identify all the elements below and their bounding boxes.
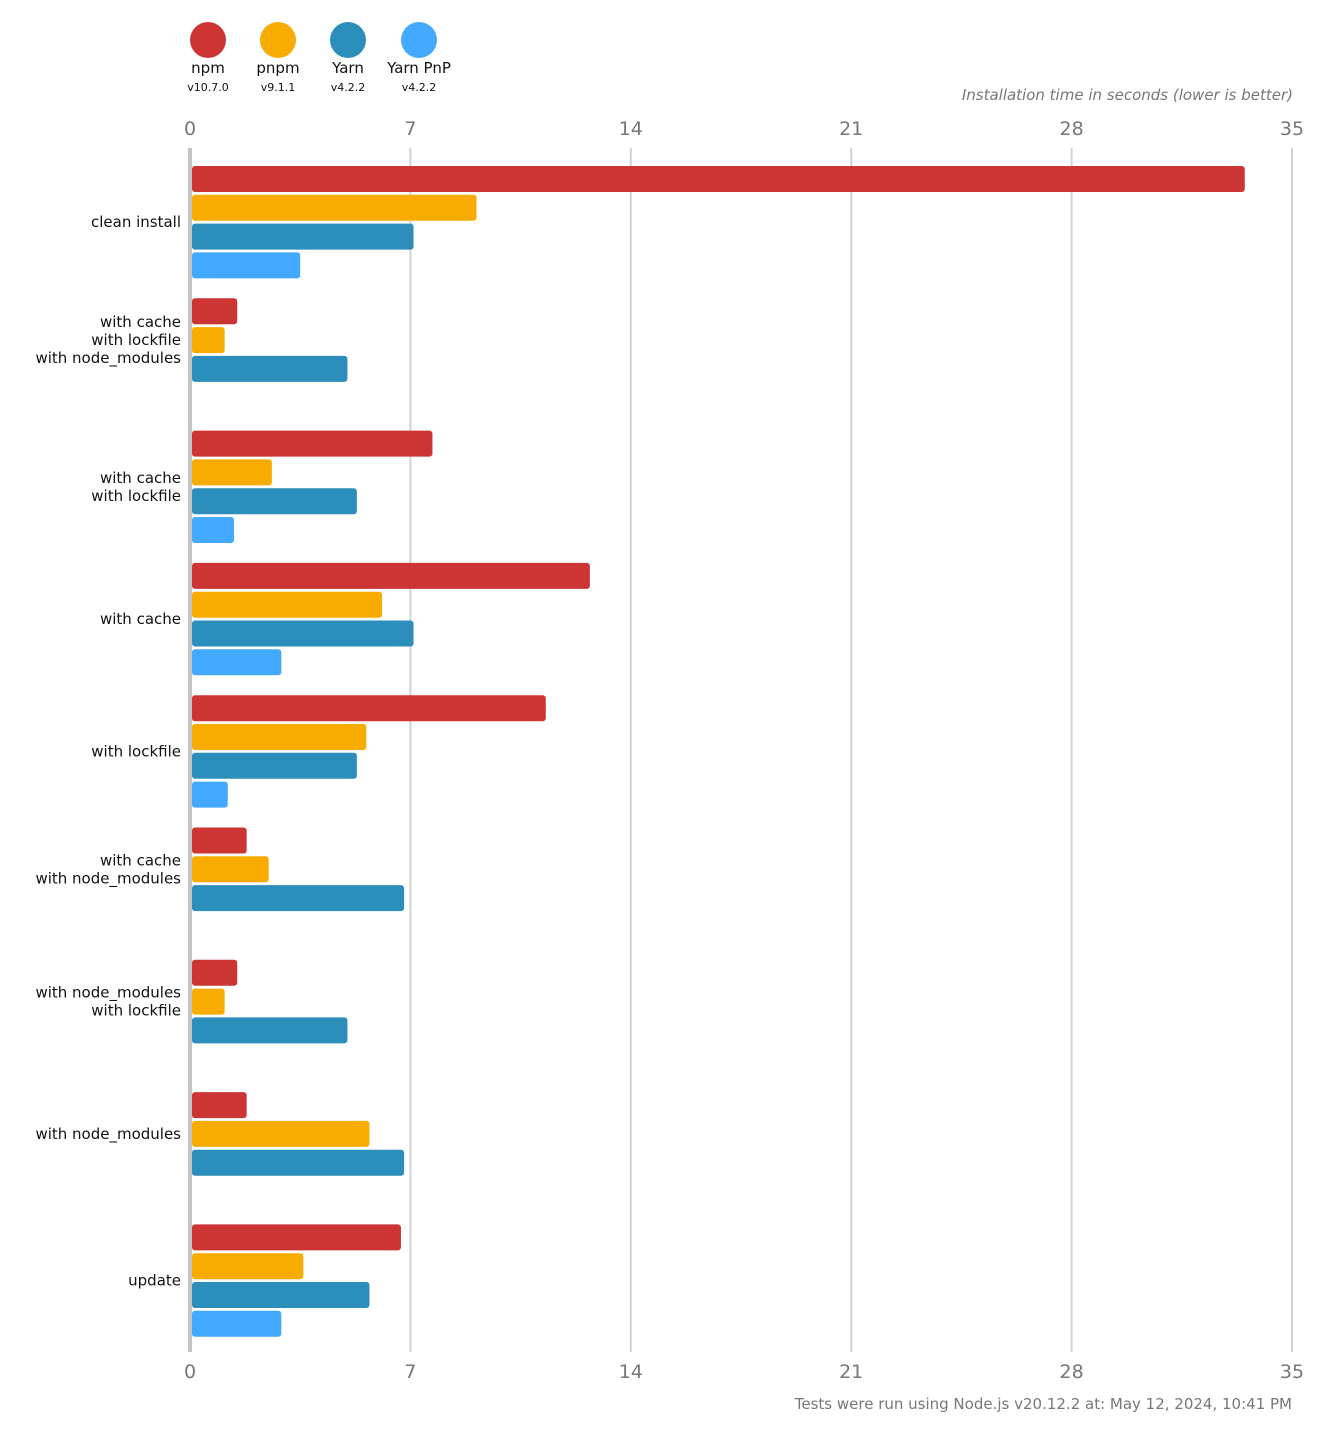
tick-label-top: 28 <box>1060 118 1084 140</box>
legend-name: pnpm <box>256 59 299 77</box>
legend-name: npm <box>191 59 225 77</box>
bar <box>192 1282 370 1308</box>
category-label: with lockfile <box>91 1002 181 1020</box>
legend-swatch <box>190 22 226 58</box>
tick-label-bottom: 21 <box>839 1361 863 1383</box>
category-label: with lockfile <box>91 742 181 760</box>
legend: npm v10.7.0 pnpm v9.1.1 Yarn v4.2.2 Yarn PnP v4… <box>187 22 451 94</box>
category-label: with node_modules <box>35 984 181 1003</box>
tick-label-top: 35 <box>1280 118 1304 140</box>
bar <box>192 223 414 250</box>
tick-label-bottom: 14 <box>619 1361 643 1383</box>
bar <box>192 327 225 354</box>
bar <box>192 620 414 647</box>
bar <box>192 1092 247 1119</box>
bar <box>192 827 247 854</box>
bars <box>192 166 1245 1337</box>
bar <box>192 459 272 486</box>
bar <box>192 781 228 808</box>
bar <box>192 355 348 382</box>
gridlines <box>188 148 1293 1352</box>
bar <box>192 591 383 618</box>
legend-swatch <box>330 22 366 58</box>
bar <box>192 194 477 221</box>
bar <box>192 166 1245 192</box>
bar <box>192 562 590 589</box>
tick-label-bottom: 0 <box>184 1361 196 1383</box>
category-label: with node_modules <box>35 349 181 368</box>
axis-title: Installation time in seconds (lower is b… <box>962 86 1293 104</box>
category-label: with node_modules <box>35 1125 181 1144</box>
legend-swatch <box>260 22 296 58</box>
legend-version: v4.2.2 <box>402 81 437 94</box>
bar <box>192 856 269 883</box>
category-label: with cache <box>100 610 181 628</box>
footer-note: Tests were run using Node.js v20.12.2 at… <box>794 1395 1292 1413</box>
bar <box>192 695 546 722</box>
tick-label-bottom: 35 <box>1280 1361 1304 1383</box>
legend-version: v10.7.0 <box>187 81 229 94</box>
category-label: update <box>128 1272 181 1290</box>
bar <box>192 298 238 325</box>
tick-label-top: 21 <box>839 118 863 140</box>
bar <box>192 1253 304 1280</box>
tick-label-top: 0 <box>184 118 196 140</box>
category-label: with cache <box>100 313 181 331</box>
bar <box>192 1224 401 1251</box>
tick-label-bottom: 28 <box>1060 1361 1084 1383</box>
bar <box>192 430 433 457</box>
category-label: with cache <box>100 851 181 869</box>
legend-swatch <box>401 22 437 58</box>
bar <box>192 649 282 676</box>
bar <box>192 1017 348 1044</box>
tick-labels: 0 0 7 7 14 14 21 21 28 28 35 35 <box>184 118 1304 1383</box>
category-label: with lockfile <box>91 487 181 505</box>
bar <box>192 885 405 912</box>
bar <box>192 752 357 779</box>
bar <box>192 1120 370 1147</box>
bar <box>192 724 367 750</box>
bar <box>192 1310 282 1337</box>
bar <box>192 1149 405 1176</box>
category-label: clean install <box>91 213 181 231</box>
bar <box>192 959 238 986</box>
bar <box>192 517 235 543</box>
bar <box>192 488 357 515</box>
legend-version: v9.1.1 <box>261 81 296 94</box>
legend-name: Yarn <box>331 59 364 77</box>
tick-label-top: 14 <box>619 118 643 140</box>
category-label: with lockfile <box>91 331 181 349</box>
category-label: with cache <box>100 469 181 487</box>
tick-label-bottom: 7 <box>404 1361 416 1383</box>
legend-version: v4.2.2 <box>331 81 366 94</box>
tick-label-top: 7 <box>404 118 416 140</box>
category-label: with node_modules <box>35 869 181 888</box>
bar <box>192 252 301 279</box>
legend-name: Yarn PnP <box>386 59 451 77</box>
bar <box>192 988 225 1015</box>
